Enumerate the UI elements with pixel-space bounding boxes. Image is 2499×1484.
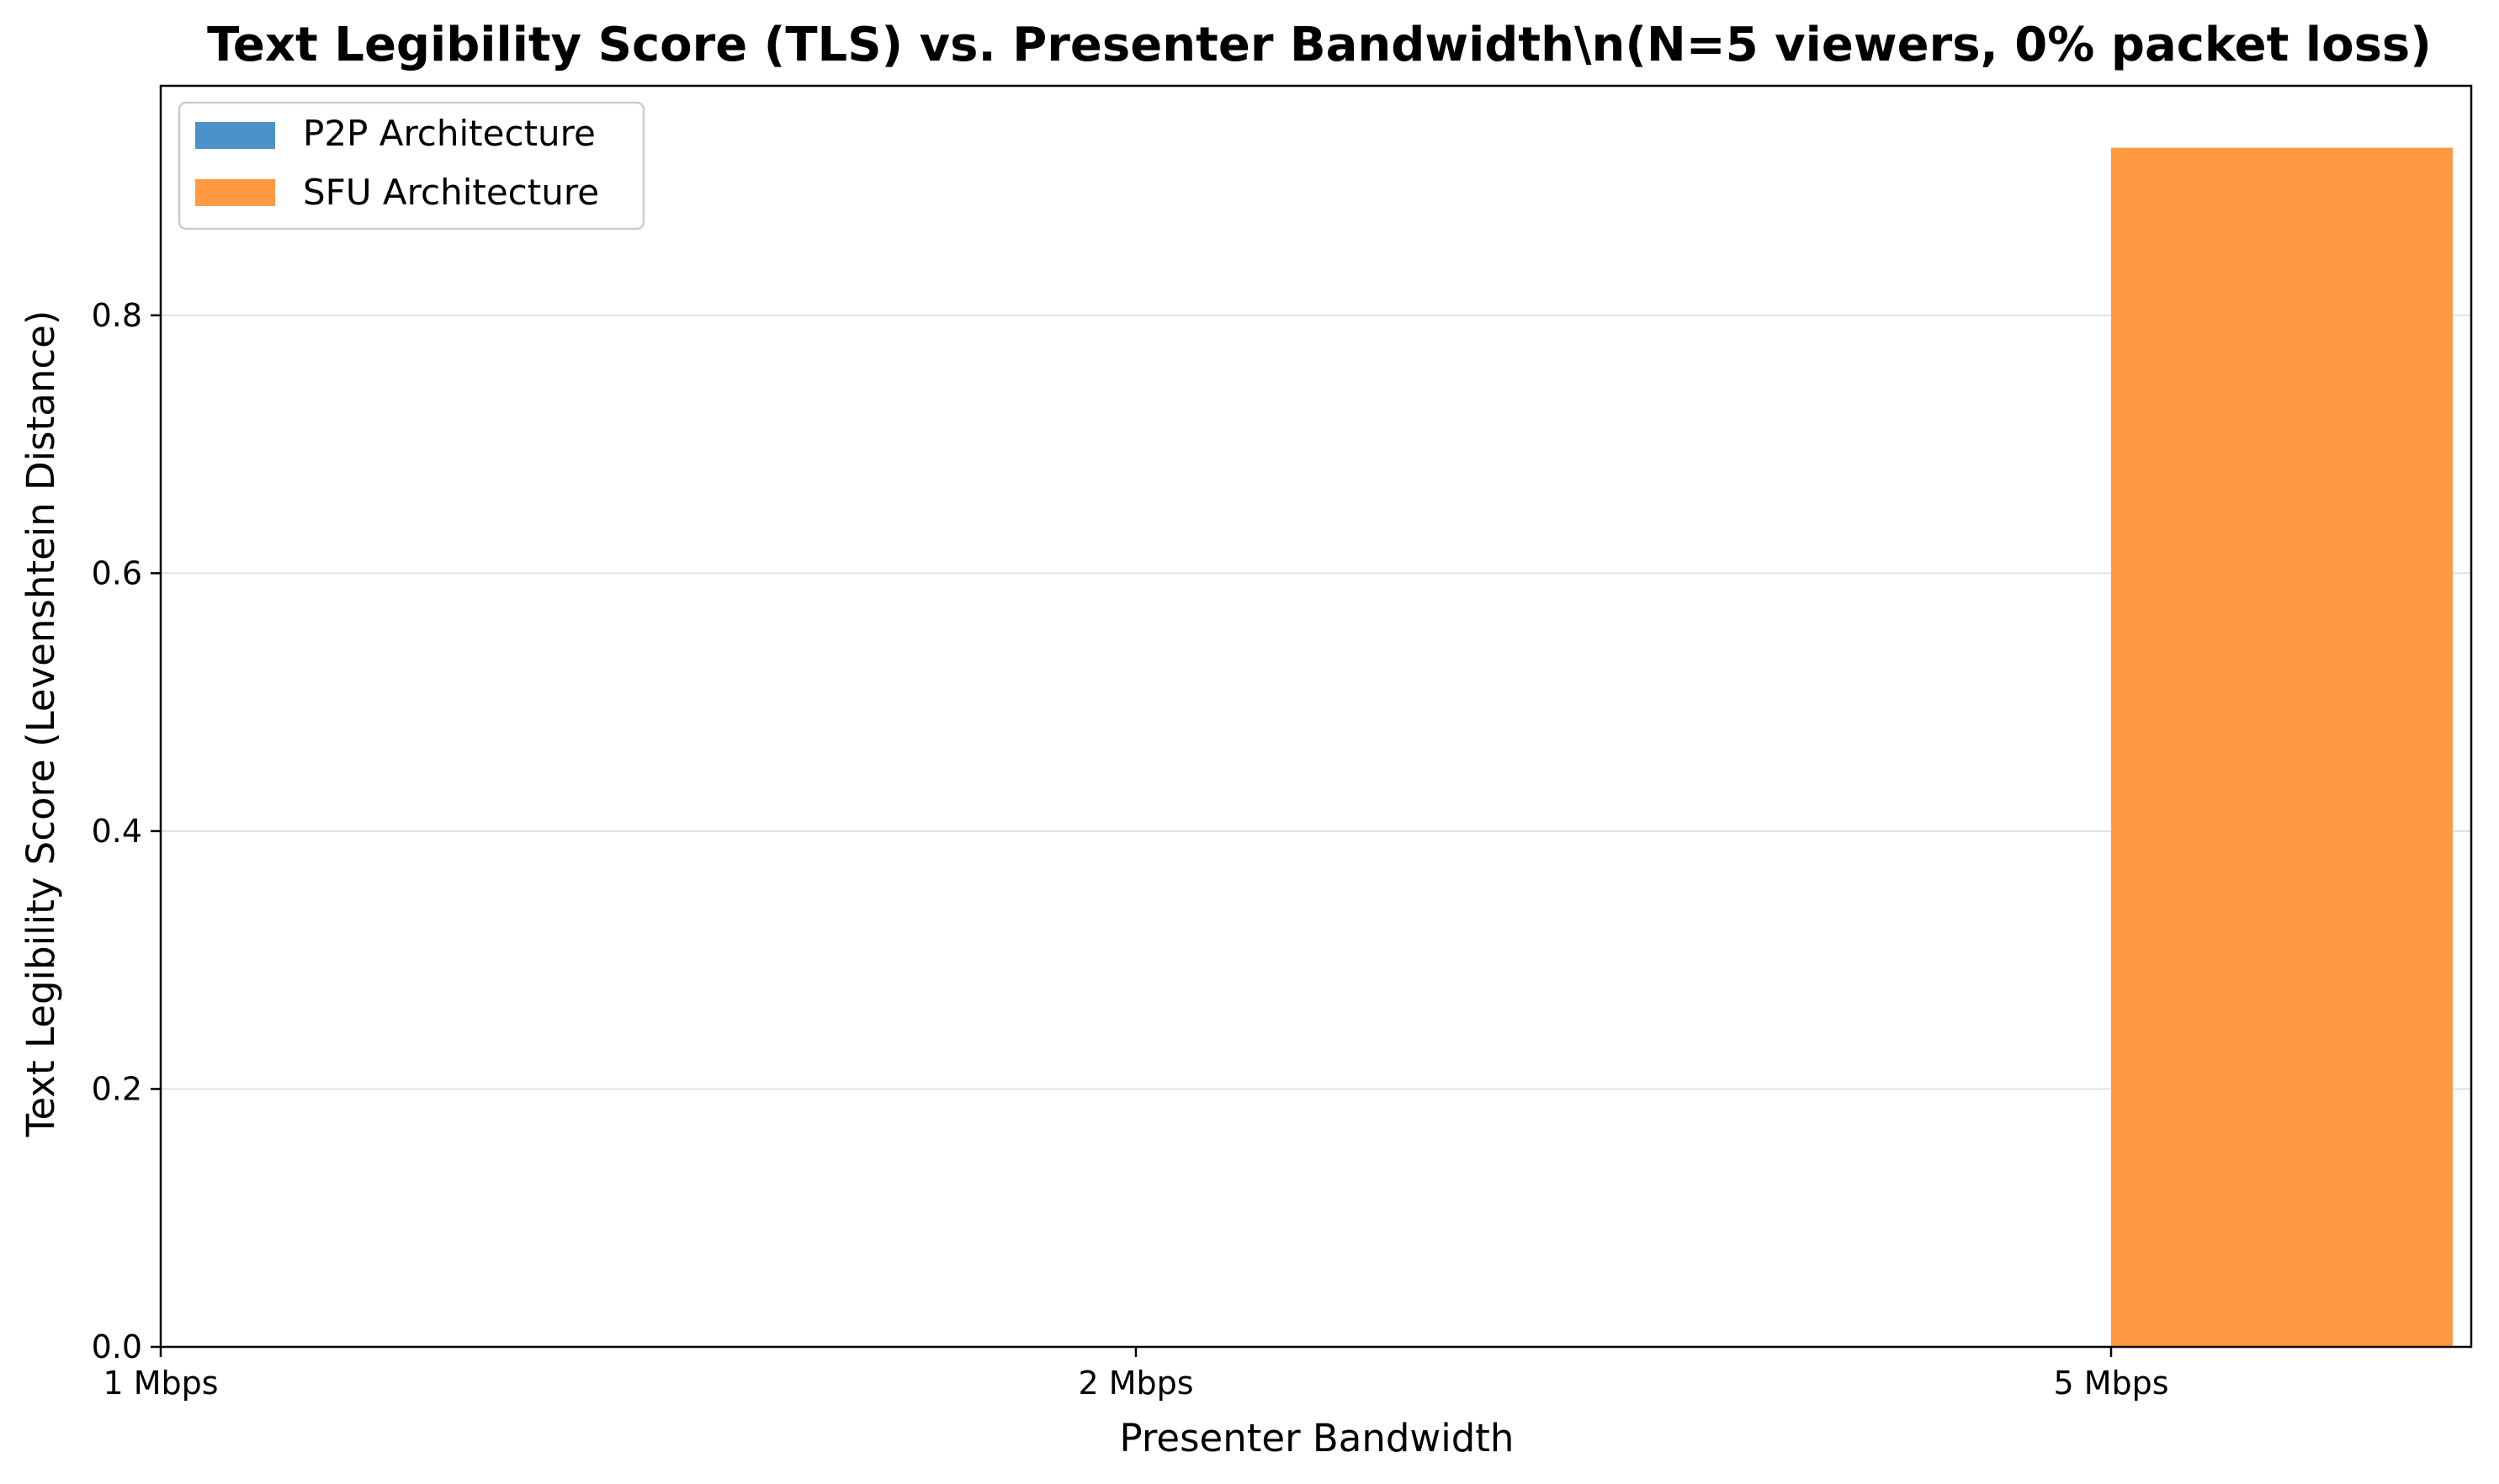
- x-tick-label: 1 Mbps: [103, 1365, 218, 1402]
- legend-swatch-p2p: [195, 122, 275, 149]
- legend-box: [178, 101, 645, 231]
- chart-title: Text Legibility Score (TLS) vs. Presente…: [207, 18, 2432, 72]
- y-ticks: 0.0 0.2 0.4 0.6 0.8: [92, 297, 161, 1365]
- y-tick-label: 0.4: [92, 813, 142, 850]
- legend-swatch-sfu: [195, 179, 275, 206]
- grid-lines: [161, 314, 2471, 1090]
- x-tick-label: 2 Mbps: [1078, 1365, 1193, 1402]
- y-tick-label: 0.2: [92, 1070, 142, 1107]
- y-axis-label: Text Legibility Score (Levenshtein Dista…: [19, 310, 63, 1138]
- x-axis-label: Presenter Bandwidth: [1120, 1416, 1515, 1460]
- legend: P2P Architecture SFU Architecture: [178, 101, 645, 231]
- y-tick-label: 0.8: [92, 297, 142, 334]
- legend-label-p2p: P2P Architecture: [303, 113, 596, 154]
- bars: [2111, 147, 2453, 1347]
- x-ticks: 1 Mbps 2 Mbps 5 Mbps: [103, 1347, 2169, 1402]
- bar-sfu-2: [2111, 147, 2453, 1347]
- y-tick-label: 0.0: [92, 1328, 142, 1365]
- plot-frame: [159, 84, 2473, 1349]
- x-tick-label: 5 Mbps: [2053, 1365, 2168, 1402]
- y-tick-label: 0.6: [92, 554, 142, 591]
- legend-label-sfu: SFU Architecture: [303, 172, 599, 213]
